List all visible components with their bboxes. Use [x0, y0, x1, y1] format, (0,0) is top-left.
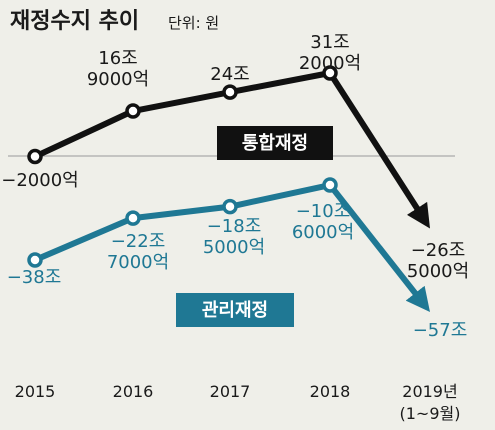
data-label: −26조 [411, 240, 466, 261]
data-label: −2000억 [1, 170, 78, 191]
data-point [125, 103, 141, 119]
legend-box-1 [217, 126, 333, 160]
unit-label: 단위: 원 [168, 14, 219, 32]
data-label: 5000억 [407, 261, 469, 282]
x-tick-label: 2018 [310, 382, 351, 401]
data-label: 16조 [98, 48, 137, 69]
data-point [322, 177, 338, 193]
series-arrow-2 [327, 183, 430, 312]
data-point [27, 148, 43, 165]
data-label: −10조 [296, 201, 351, 222]
legend-label: 통합재정 [242, 132, 308, 154]
data-point [322, 65, 338, 81]
data-point [125, 210, 141, 226]
data-label: 9000억 [87, 69, 149, 90]
x-axis-labels: 2015 2016 2017 2018 2019년 (1~9월) [15, 382, 461, 423]
data-label: 6000억 [292, 222, 354, 243]
x-tick-label: 2015 [15, 382, 56, 401]
series-line-2 [33, 182, 331, 263]
series-arrow-1 [327, 71, 430, 229]
x-tick-label: 2016 [113, 382, 154, 401]
x-tick-label: 2017 [210, 382, 251, 401]
data-point [222, 198, 238, 215]
x-tick-label: 2019년 [402, 382, 457, 401]
legend-box-2 [176, 293, 294, 327]
data-label: 5000억 [203, 237, 265, 258]
data-label: −38조 [7, 267, 62, 288]
data-label: 7000억 [107, 252, 169, 273]
chart-title: 재정수지 추이 [10, 9, 139, 34]
data-label: 24조 [210, 64, 249, 85]
data-label: 2000억 [299, 53, 361, 74]
data-label: −18조 [207, 216, 262, 237]
legend-label: 관리재정 [202, 300, 268, 321]
data-point [222, 84, 238, 100]
data-label: −22조 [111, 231, 166, 252]
data-point [27, 252, 43, 268]
data-label: 31조 [310, 32, 349, 53]
data-label: −57조 [413, 320, 468, 341]
series-line-1 [33, 70, 331, 160]
x-tick-sublabel: (1~9월) [400, 404, 461, 423]
